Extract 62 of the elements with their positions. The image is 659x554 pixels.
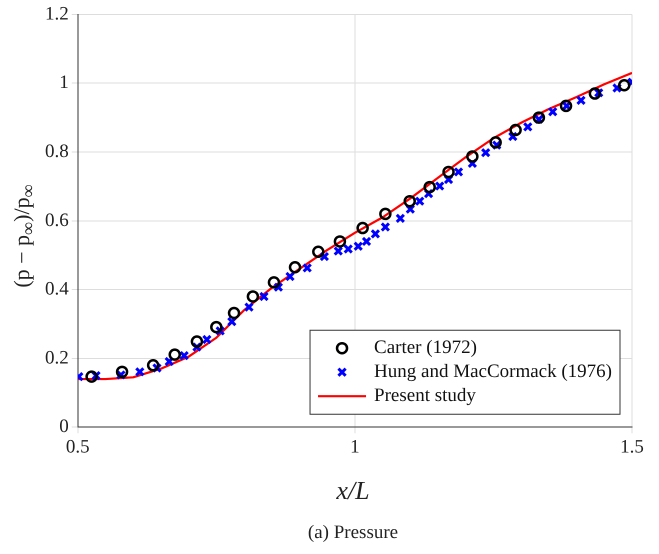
point: [414, 196, 425, 206]
y-tick-label: 0.6: [45, 210, 69, 231]
point: [423, 180, 436, 194]
point: [442, 166, 455, 178]
point: [353, 241, 364, 252]
x-tick-label: 0.5: [66, 436, 90, 458]
point: [312, 246, 325, 258]
point: [258, 291, 270, 302]
legend-label: Carter (1972): [374, 337, 477, 358]
point: [370, 228, 380, 239]
x-tick-label: 1: [350, 436, 360, 458]
point: [522, 122, 533, 132]
point: [288, 260, 302, 274]
point: [333, 246, 344, 256]
point: [134, 366, 145, 377]
legend-label: Present study: [374, 385, 476, 406]
point: [302, 262, 312, 273]
point: [284, 271, 296, 282]
y-tick-label: 0.2: [45, 347, 69, 368]
point: [334, 235, 346, 248]
point: [480, 148, 491, 158]
point: [268, 276, 280, 289]
point: [228, 306, 240, 320]
point: [466, 150, 479, 163]
point: [168, 348, 181, 361]
point: [403, 194, 416, 208]
point: [146, 359, 160, 372]
point: [190, 335, 204, 348]
point: [116, 366, 128, 378]
point: [202, 334, 212, 345]
point: [532, 111, 546, 124]
point: [380, 222, 390, 232]
point: [548, 106, 558, 117]
point: [509, 124, 522, 136]
point: [244, 302, 254, 312]
point: [356, 222, 369, 234]
legend-label: Hung and MacCormack (1976): [374, 361, 612, 382]
point: [273, 282, 284, 292]
point: [379, 208, 392, 220]
y-tick-label: 0.8: [45, 140, 69, 162]
point: [246, 290, 260, 303]
point: [489, 136, 502, 149]
text: (a) Pressure: [308, 522, 398, 544]
x-tick-label: 1.5: [620, 436, 644, 458]
point: [576, 95, 586, 106]
point: [319, 252, 330, 262]
point: [453, 166, 464, 177]
x-axis-title: x/L: [336, 476, 370, 506]
y-tick-label: 1: [59, 72, 69, 94]
point: [85, 370, 98, 383]
point: [361, 236, 372, 246]
point: [395, 213, 406, 224]
point: [588, 87, 602, 100]
point: [343, 244, 354, 254]
y-tick-label: 1.2: [45, 3, 69, 24]
point: [618, 79, 630, 92]
y-tick-label: 0: [59, 416, 69, 438]
y-tick-label: 0.4: [45, 278, 70, 300]
point: [434, 181, 445, 192]
point: [179, 350, 190, 361]
point: [210, 320, 223, 334]
point: [226, 316, 237, 327]
